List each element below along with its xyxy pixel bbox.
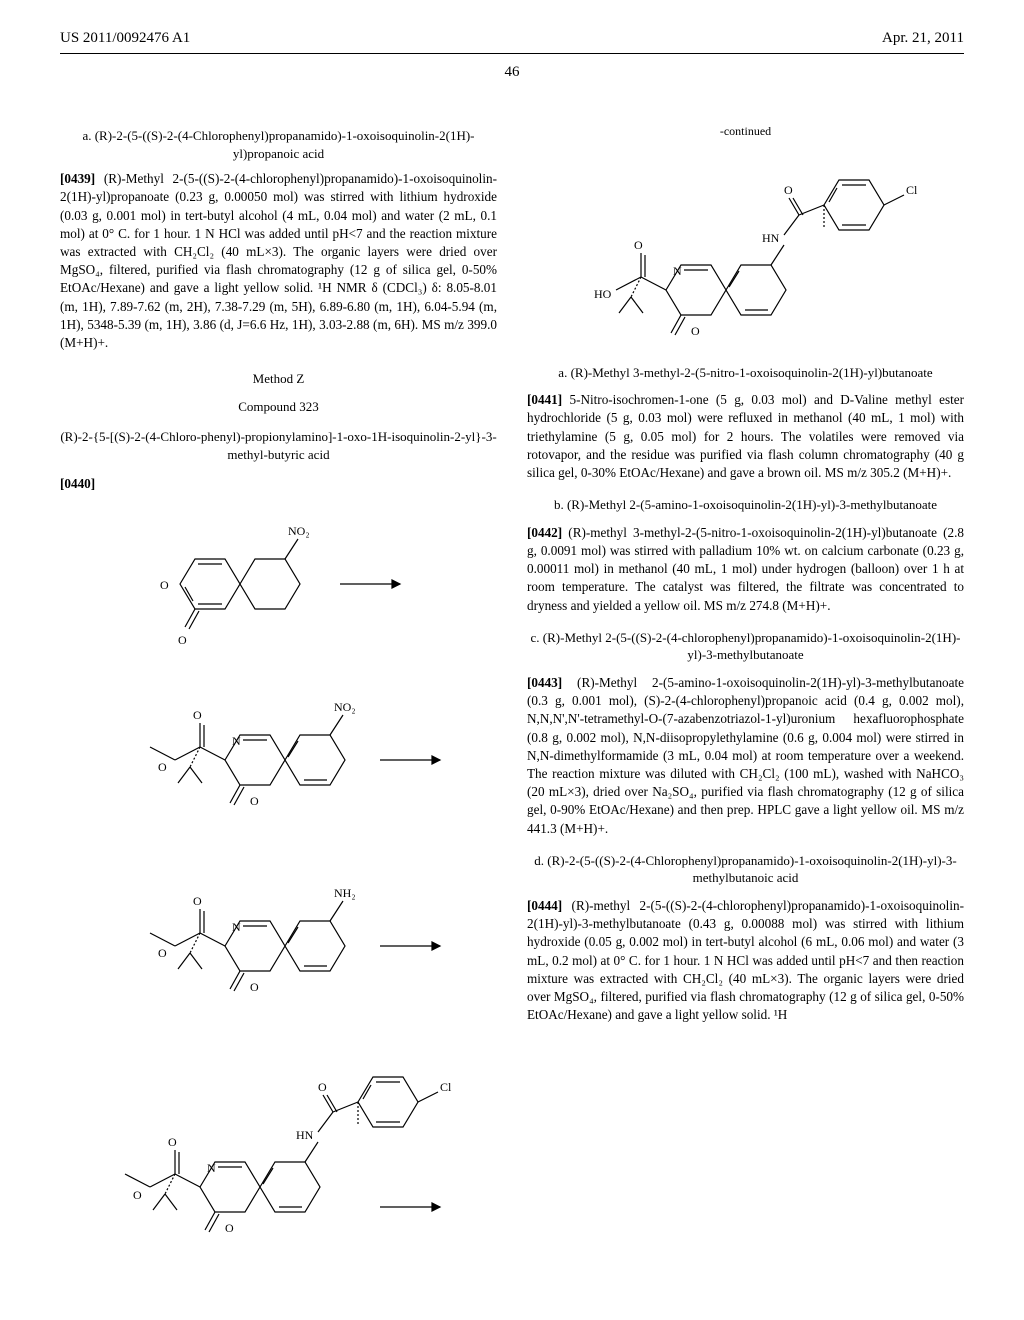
svg-text:NO₂: NO₂ [288,524,310,538]
svg-text:O: O [250,794,259,808]
scheme-structure-5: N O HN O [527,150,964,350]
svg-text:NH₂: NH₂ [334,886,356,900]
publication-date: Apr. 21, 2011 [882,30,964,47]
svg-text:N: N [232,734,241,748]
col2-subhead-b: b. (R)-Methyl 2-(5-amino-1-oxoisoquinoli… [527,496,964,514]
scheme-structure-4: N O HN O [60,1039,497,1265]
svg-text:HO: HO [594,287,612,301]
scheme-structure-3: N O NH₂ O O [60,853,497,1039]
page-number: 46 [60,64,964,81]
svg-text:O: O [225,1221,234,1235]
svg-text:O: O [691,324,700,338]
svg-text:O: O [160,578,169,592]
col2-subhead-a: a. (R)-Methyl 3-methyl-2-(5-nitro-1-oxoi… [527,364,964,382]
svg-text:O: O [193,708,202,722]
para-0441: [0441] 5-Nitro-isochromen-1-one (5 g, 0.… [527,391,964,482]
svg-text:O: O [784,183,793,197]
svg-text:O: O [318,1080,327,1094]
para-0443-text: (R)-Methyl 2-(5-amino-1-oxoisoquinolin-2… [527,675,964,836]
compound-323: Compound 323 [60,398,497,416]
svg-text:N: N [207,1161,216,1175]
method-z: Method Z [60,370,497,388]
svg-text:O: O [250,980,259,994]
para-0440-num: [0440] [60,476,95,491]
para-0439-num: [0439] [60,171,95,186]
svg-text:Cl: Cl [440,1080,452,1094]
svg-text:N: N [232,920,241,934]
col2-subhead-d: d. (R)-2-(5-((S)-2-(4-Chlorophenyl)propa… [527,852,964,887]
svg-text:O: O [133,1188,142,1202]
para-0443: [0443] (R)-Methyl 2-(5-amino-1-oxoisoqui… [527,674,964,838]
para-0441-num: [0441] [527,392,562,407]
para-0442: [0442] (R)-methyl 3-methyl-2-(5-nitro-1-… [527,524,964,615]
para-0442-num: [0442] [527,525,562,540]
svg-text:O: O [158,946,167,960]
svg-text:O: O [168,1135,177,1149]
page-header: US 2011/0092476 A1 Apr. 21, 2011 [60,30,964,54]
svg-text:O: O [634,238,643,252]
para-0441-text: 5-Nitro-isochromen-1-one (5 g, 0.03 mol)… [527,392,964,480]
svg-text:HN: HN [296,1128,314,1142]
svg-text:HN: HN [762,231,780,245]
iupac-323: (R)-2-{5-[(S)-2-(4-Chloro-phenyl)-propio… [60,428,497,463]
para-0444: [0444] (R)-methyl 2-(5-((S)-2-(4-chlorop… [527,897,964,1025]
para-0440: [0440] [60,475,497,493]
scheme-structure-1: O NO₂ O [60,501,497,667]
continued-label: -continued [527,123,964,140]
left-column: a. (R)-2-(5-((S)-2-(4-Chlorophenyl)propa… [60,117,497,1265]
para-0439-text: (R)-Methyl 2-(5-((S)-2-(4-chlorophenyl)p… [60,171,497,350]
svg-text:O: O [178,633,187,647]
para-0443-num: [0443] [527,675,562,690]
svg-text:O: O [158,760,167,774]
para-0444-text: (R)-methyl 2-(5-((S)-2-(4-chlorophenyl)p… [527,898,964,1022]
para-0444-num: [0444] [527,898,562,913]
svg-text:Cl: Cl [906,183,918,197]
col1-subhead-a: a. (R)-2-(5-((S)-2-(4-Chlorophenyl)propa… [60,127,497,162]
col2-subhead-c: c. (R)-Methyl 2-(5-((S)-2-(4-chloropheny… [527,629,964,664]
para-0439: [0439] (R)-Methyl 2-(5-((S)-2-(4-chlorop… [60,170,497,352]
svg-text:N: N [673,264,682,278]
svg-text:NO₂: NO₂ [334,700,356,714]
svg-text:O: O [193,894,202,908]
publication-number: US 2011/0092476 A1 [60,30,190,47]
scheme-structure-2: N O NO₂ O [60,667,497,853]
para-0442-text: (R)-methyl 3-methyl-2-(5-nitro-1-oxoisoq… [527,525,964,613]
right-column: -continued N O [527,117,964,1265]
